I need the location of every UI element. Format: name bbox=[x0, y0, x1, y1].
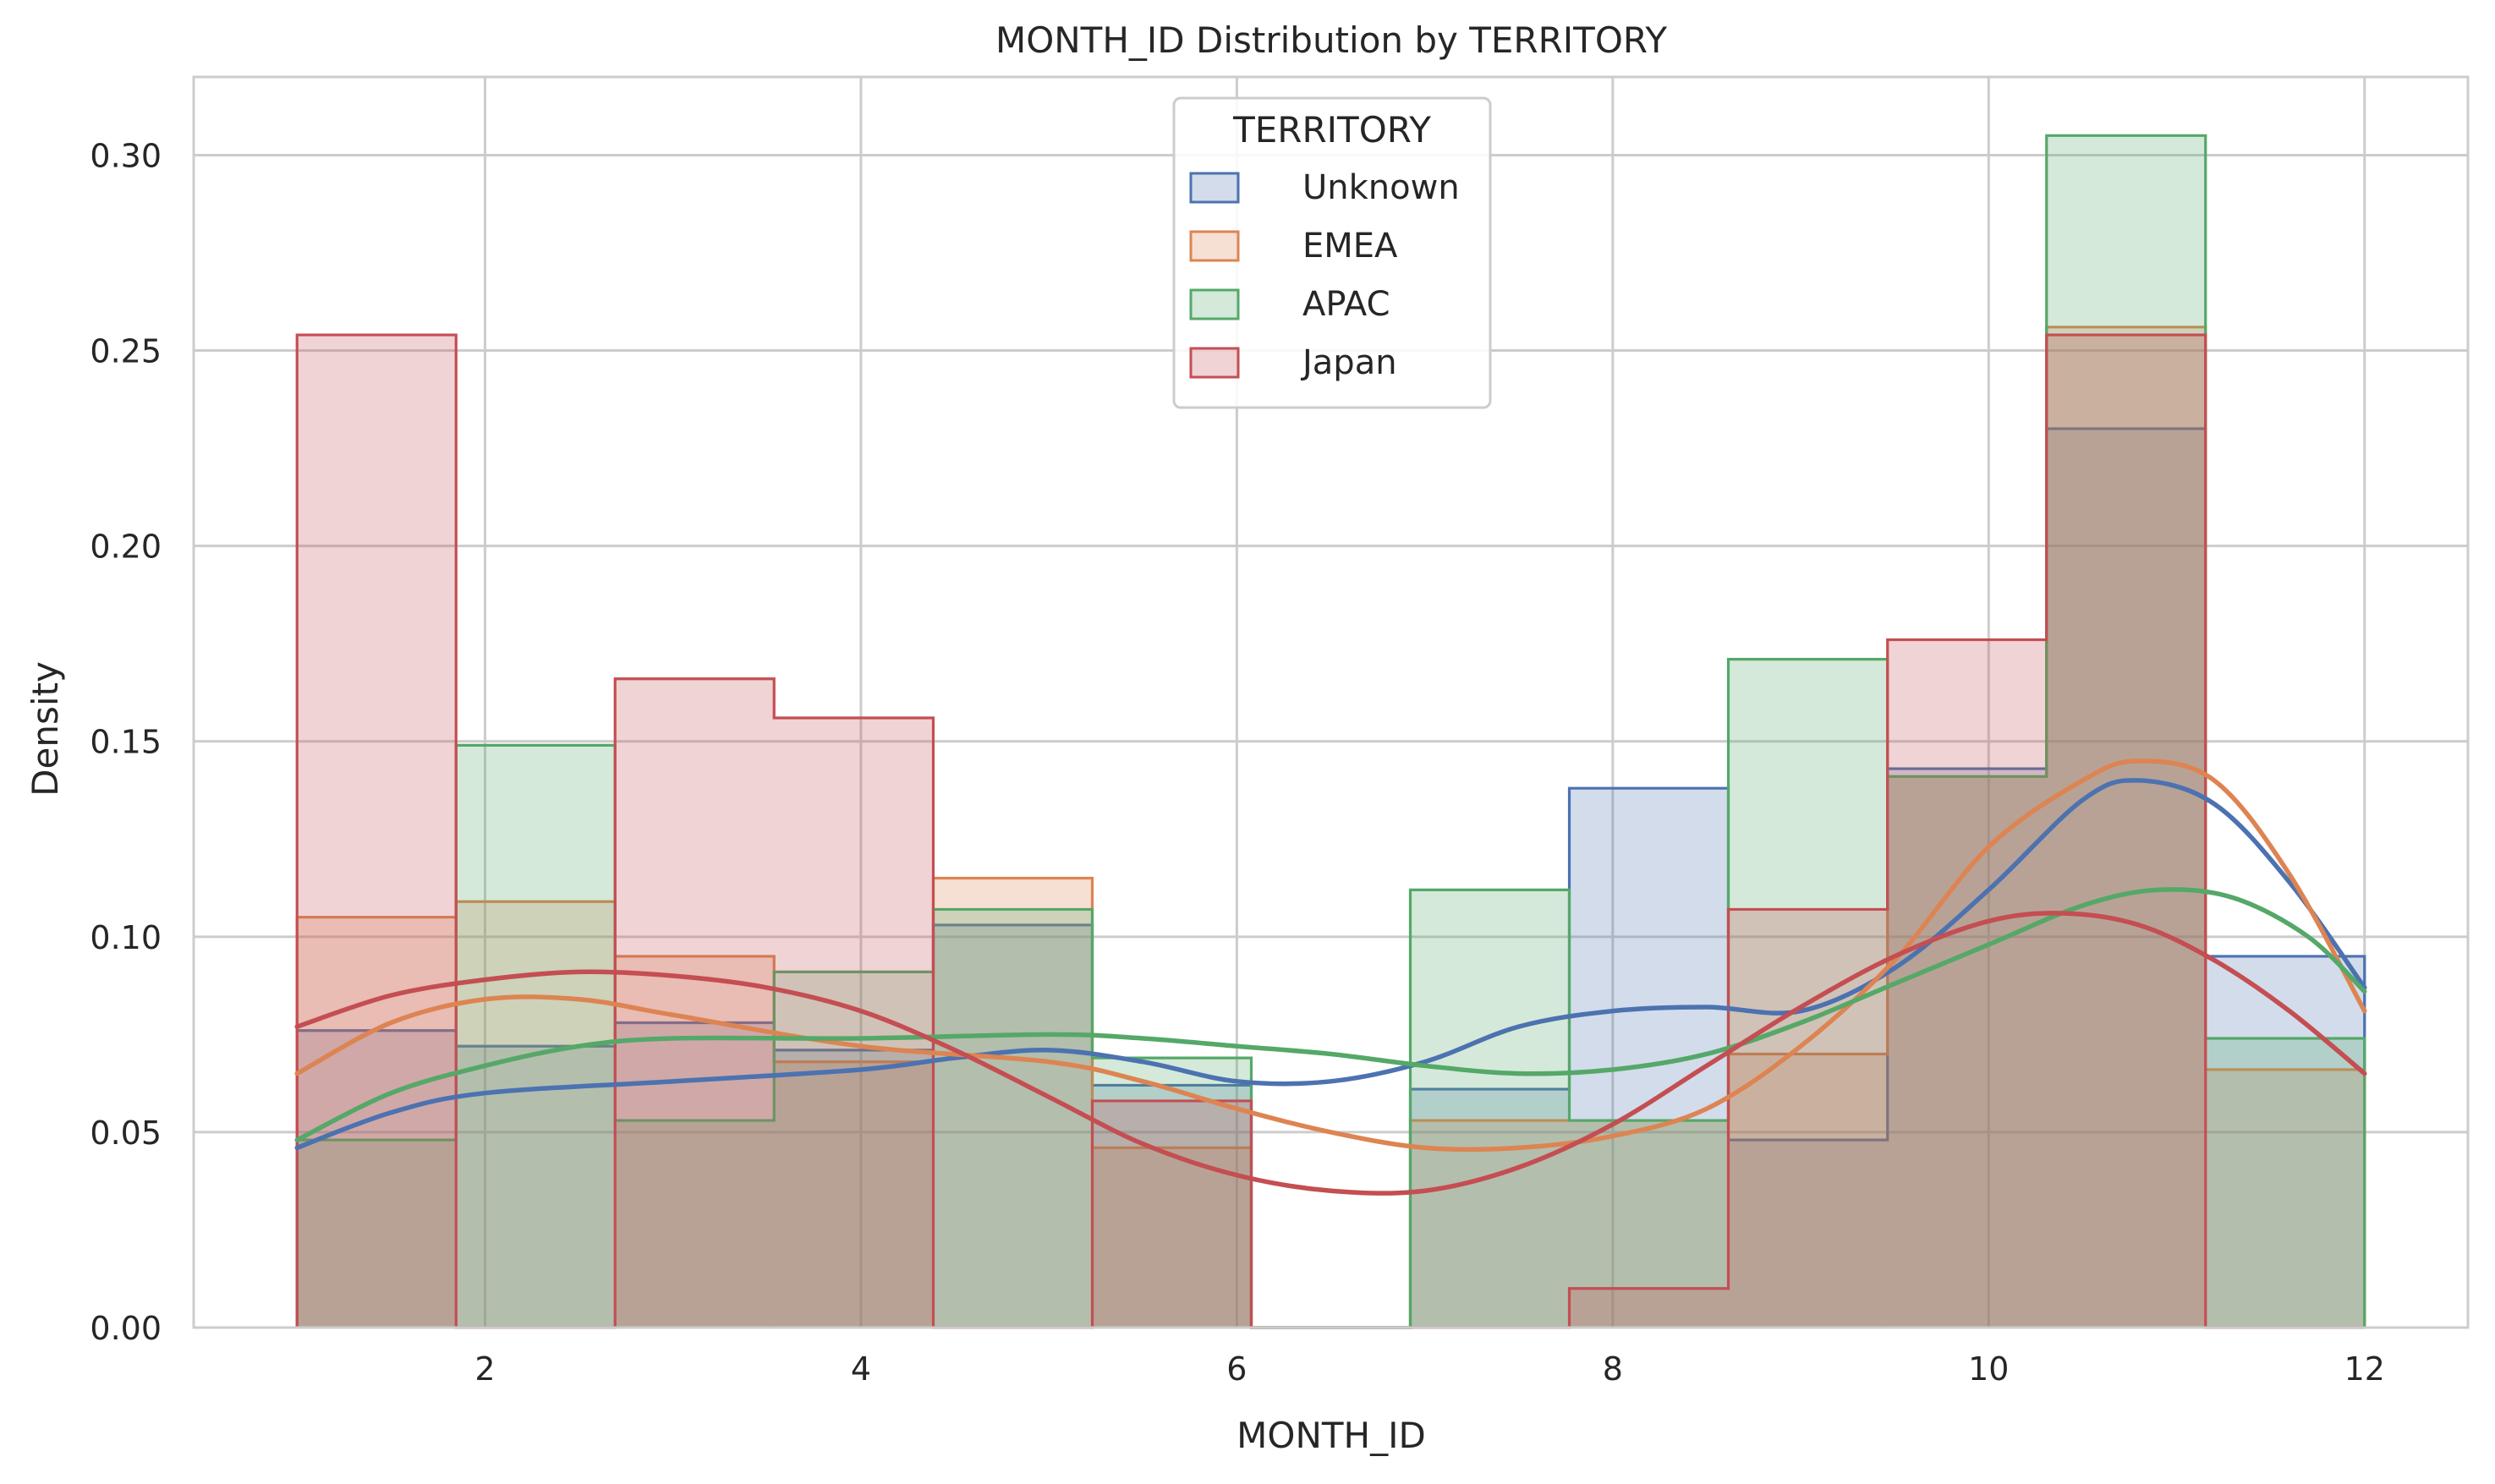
series-bars-japan bbox=[295, 333, 2365, 1329]
histogram-bar bbox=[2205, 1069, 2365, 1328]
plot-frame bbox=[192, 75, 2470, 1329]
x-tick-label: 6 bbox=[1226, 1350, 1247, 1388]
histogram-bar bbox=[615, 1120, 775, 1328]
histogram-bar bbox=[2046, 428, 2206, 1328]
legend: TERRITORY Unknown EMEA APAC Japan bbox=[1172, 96, 1492, 409]
y-tick-label: 0.20 bbox=[90, 528, 162, 566]
x-tick-label: 8 bbox=[1603, 1350, 1623, 1388]
histogram-bar bbox=[456, 745, 616, 1328]
x-axis-label: MONTH_ID bbox=[1237, 1415, 1426, 1456]
kde-curve-apac bbox=[294, 887, 2367, 1142]
histogram-bar bbox=[1410, 1120, 1570, 1328]
histogram-bar bbox=[1728, 909, 1888, 1328]
kde-curve-emea bbox=[294, 758, 2367, 1153]
histogram-bar bbox=[615, 1022, 775, 1328]
y-tick-label: 0.25 bbox=[90, 333, 162, 370]
y-tick-label: 0.10 bbox=[90, 919, 162, 956]
y-axis-label: Density bbox=[25, 661, 66, 797]
histogram-bar bbox=[933, 924, 1093, 1328]
histogram-bar bbox=[933, 878, 1093, 1328]
legend-entry-label: Japan bbox=[1300, 343, 1397, 382]
x-tick-label: 12 bbox=[2344, 1350, 2385, 1388]
chart-title: MONTH_ID Distribution by TERRITORY bbox=[995, 19, 1667, 61]
histogram-bar bbox=[2205, 1038, 2365, 1328]
histogram-bar bbox=[774, 972, 934, 1328]
histogram-bar bbox=[615, 678, 775, 1328]
legend-swatch bbox=[1189, 172, 1240, 204]
x-tick-label: 2 bbox=[474, 1350, 495, 1388]
legend-entry-label: APAC bbox=[1302, 285, 1390, 324]
histogram-bar bbox=[774, 1061, 934, 1328]
y-tick-label: 0.15 bbox=[90, 724, 162, 761]
histogram-bar bbox=[2046, 335, 2206, 1328]
histogram-bar bbox=[774, 717, 934, 1328]
histogram-bar bbox=[1092, 1085, 1252, 1328]
histogram-bar bbox=[1092, 1147, 1252, 1328]
histogram-bar bbox=[1410, 890, 1570, 1328]
legend-swatch bbox=[1189, 230, 1240, 262]
histogram-step-outline bbox=[295, 333, 2365, 1329]
histogram-bar bbox=[933, 909, 1093, 1328]
y-tick-label: 0.05 bbox=[90, 1114, 162, 1152]
histogram-bar bbox=[297, 335, 457, 1328]
legend-box bbox=[1172, 96, 1492, 409]
kde-curve-unknown bbox=[294, 778, 2367, 1151]
histogram-bar bbox=[2205, 956, 2365, 1328]
series-bars-unknown bbox=[295, 427, 2366, 1329]
legend-swatch bbox=[1189, 288, 1240, 320]
histogram-bar bbox=[1569, 788, 1729, 1328]
legend-entry-label: EMEA bbox=[1302, 227, 1398, 266]
histogram-bar bbox=[1092, 1058, 1252, 1328]
y-tick-label: 0.30 bbox=[90, 137, 162, 174]
legend-swatch bbox=[1189, 347, 1240, 379]
histogram-bar bbox=[1569, 1288, 1729, 1328]
legend-entry-label: Unknown bbox=[1302, 168, 1460, 207]
histogram-bar bbox=[774, 1049, 934, 1328]
histogram-bar bbox=[297, 1140, 457, 1328]
histogram-bar bbox=[1569, 1120, 1729, 1328]
x-tick-label: 4 bbox=[851, 1350, 871, 1388]
histogram-bar bbox=[1410, 1089, 1570, 1328]
histogram-bar bbox=[1092, 1100, 1252, 1328]
histogram-bar bbox=[1728, 1054, 1888, 1328]
legend-title: TERRITORY bbox=[1232, 109, 1431, 151]
histogram-bar bbox=[1569, 1120, 1729, 1328]
histogram-bar bbox=[1728, 1140, 1888, 1328]
x-tick-label: 10 bbox=[1968, 1350, 2009, 1388]
y-tick-label: 0.00 bbox=[90, 1310, 162, 1347]
kde-curve-japan bbox=[294, 911, 2367, 1196]
histogram-bar bbox=[2046, 326, 2206, 1328]
histogram-bar bbox=[1887, 639, 2047, 1328]
